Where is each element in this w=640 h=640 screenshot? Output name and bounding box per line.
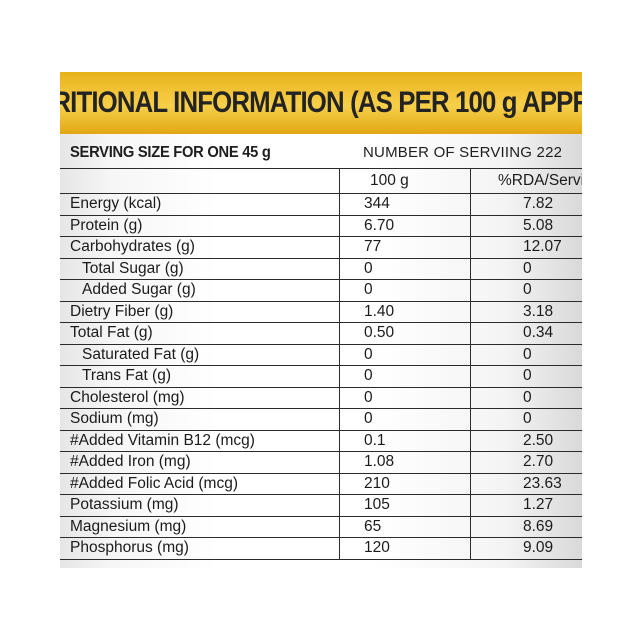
- per-100g-value-cell: 0.1: [339, 430, 471, 452]
- table-row: Energy (kcal) 344 7.82: [60, 193, 582, 216]
- rda-value-cell: 0: [470, 365, 582, 388]
- table-row: Saturated Fat (g) 0 0: [60, 344, 582, 366]
- nutrient-name-cell: Carbohydrates (g): [60, 236, 340, 259]
- rda-value-cell: 5.08: [470, 215, 582, 237]
- nutrient-name-cell: Sodium (mg): [60, 408, 340, 431]
- nutrient-name-cell: Magnesium (mg): [60, 516, 340, 538]
- rda-value-cell: 8.69: [470, 516, 582, 538]
- rda-value-cell: 2.50: [470, 430, 582, 452]
- nutrient-name-cell: #Added Iron (mg): [60, 451, 340, 474]
- rda-value-cell: 23.63: [470, 473, 582, 495]
- per-100g-value-cell: 77: [339, 236, 471, 259]
- rda-value-cell: 0: [470, 258, 582, 280]
- per-100g-value-cell: 0: [339, 387, 471, 409]
- rda-value-cell: 0: [470, 387, 582, 409]
- table-row: Phosphorus (mg) 120 9.09: [60, 537, 582, 560]
- table-row: Protein (g) 6.70 5.08: [60, 215, 582, 237]
- per-100g-value-cell: 0: [339, 365, 471, 388]
- per-100g-value-cell: 1.40: [339, 301, 471, 323]
- per-100g-value-cell: 105: [339, 494, 471, 517]
- servings-count-label: NUMBER OF SERVIING 222: [363, 144, 563, 161]
- rda-value-cell: 3.18: [470, 301, 582, 323]
- per-100g-value-cell: 210: [339, 473, 471, 495]
- table-row: #Added Folic Acid (mcg) 210 23.63: [60, 473, 582, 495]
- per-100g-value-cell: 65: [339, 516, 471, 538]
- table-row: Added Sugar (g) 0 0: [60, 279, 582, 302]
- rda-value-cell: 0: [470, 279, 582, 302]
- rda-value-cell: 1.27: [470, 494, 582, 517]
- table-row: Dietry Fiber (g) 1.40 3.18: [60, 301, 582, 323]
- rda-value-cell: 2.70: [470, 451, 582, 474]
- nutrient-name-cell: Saturated Fat (g): [60, 344, 340, 366]
- per-100g-value-cell: 0: [339, 258, 471, 280]
- table-row: Sodium (mg) 0 0: [60, 408, 582, 431]
- per-100g-value-cell: 0: [339, 279, 471, 302]
- serving-info: SERVING SIZE FOR ONE 45 g NUMBER OF SERV…: [60, 140, 582, 166]
- nutrient-name-cell: #Added Folic Acid (mcg): [60, 473, 340, 495]
- per-100g-value-cell: 6.70: [339, 215, 471, 237]
- column-header-per-100g: 100 g: [339, 168, 471, 194]
- nutrient-name-cell: Cholesterol (mg): [60, 387, 340, 409]
- table-row: Total Sugar (g) 0 0: [60, 258, 582, 280]
- per-100g-value-cell: 344: [339, 193, 471, 216]
- header-blank-cell: [60, 168, 340, 194]
- rda-value-cell: 12.07: [470, 236, 582, 259]
- table-row: Potassium (mg) 105 1.27: [60, 494, 582, 517]
- table-row: Total Fat (g) 0.50 0.34: [60, 322, 582, 345]
- page-title: NUTRITIONAL INFORMATION (AS PER 100 g AP…: [60, 86, 582, 119]
- rda-value-cell: 7.82: [470, 193, 582, 216]
- per-100g-value-cell: 0.50: [339, 322, 471, 345]
- nutrient-name-cell: Total Fat (g): [60, 322, 340, 345]
- table-row: #Added Vitamin B12 (mcg) 0.1 2.50: [60, 430, 582, 452]
- rda-value-cell: 0: [470, 344, 582, 366]
- per-100g-value-cell: 0: [339, 344, 471, 366]
- table-row: Magnesium (mg) 65 8.69: [60, 516, 582, 538]
- nutrient-name-cell: Potassium (mg): [60, 494, 340, 517]
- nutrient-name-cell: Added Sugar (g): [60, 279, 340, 302]
- nutrition-panel: NUTRITIONAL INFORMATION (AS PER 100 g AP…: [60, 72, 582, 568]
- rda-value-cell: 0.34: [470, 322, 582, 345]
- table-header-row: 100 g %RDA/Serving: [60, 168, 582, 194]
- nutrient-name-cell: Energy (kcal): [60, 193, 340, 216]
- nutrient-name-cell: Dietry Fiber (g): [60, 301, 340, 323]
- serving-size-label: SERVING SIZE FOR ONE 45 g: [70, 144, 271, 161]
- per-100g-value-cell: 120: [339, 537, 471, 560]
- rda-value-cell: 9.09: [470, 537, 582, 560]
- nutrient-name-cell: #Added Vitamin B12 (mcg): [60, 430, 340, 452]
- title-banner: NUTRITIONAL INFORMATION (AS PER 100 g AP…: [60, 72, 582, 134]
- table-row: Cholesterol (mg) 0 0: [60, 387, 582, 409]
- table-row: Trans Fat (g) 0 0: [60, 365, 582, 388]
- nutrient-name-cell: Total Sugar (g): [60, 258, 340, 280]
- per-100g-value-cell: 0: [339, 408, 471, 431]
- nutrient-name-cell: Trans Fat (g): [60, 365, 340, 388]
- nutrient-name-cell: Protein (g): [60, 215, 340, 237]
- nutrition-table: 100 g %RDA/Serving Energy (kcal)3447.82P…: [60, 168, 582, 560]
- column-header-rda: %RDA/Serving: [470, 168, 582, 194]
- nutrient-name-cell: Phosphorus (mg): [60, 537, 340, 560]
- rda-value-cell: 0: [470, 408, 582, 431]
- table-row: Carbohydrates (g) 77 12.07: [60, 236, 582, 259]
- per-100g-value-cell: 1.08: [339, 451, 471, 474]
- table-row: #Added Iron (mg) 1.08 2.70: [60, 451, 582, 474]
